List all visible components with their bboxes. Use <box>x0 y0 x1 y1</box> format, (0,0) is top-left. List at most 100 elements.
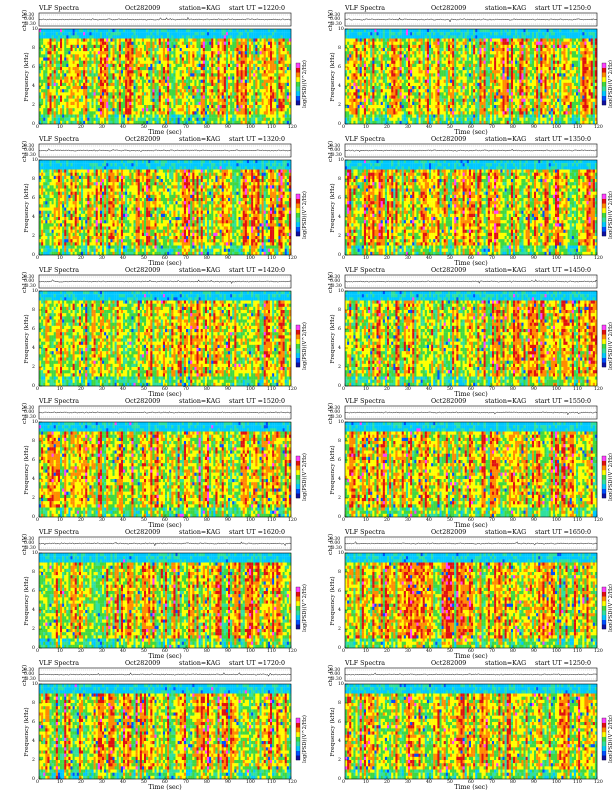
spectrogram-cell <box>368 105 371 109</box>
spectrogram-cell <box>405 41 409 45</box>
spectrogram-cell <box>188 29 191 33</box>
spectrogram-cell <box>280 120 283 125</box>
spectrogram-cell <box>359 101 362 106</box>
spectrogram-cell <box>41 48 44 52</box>
spectrogram-cell <box>91 76 94 80</box>
spectrogram-cell <box>366 108 369 112</box>
spectrogram-cell <box>420 95 423 99</box>
spectrogram-cell <box>393 114 396 118</box>
spectrogram-cell <box>123 105 126 109</box>
spectrogram-cell <box>433 57 436 61</box>
spectrogram-cell <box>165 63 168 68</box>
spectrogram-cell <box>422 38 425 42</box>
spectrogram-cell <box>198 101 201 106</box>
spectrogram-cell <box>345 82 348 87</box>
spectrogram-cell <box>198 57 201 61</box>
spectrogram-cell <box>236 89 239 93</box>
spectrogram-cell <box>261 60 264 64</box>
spectrogram-cell <box>179 79 182 83</box>
spectrogram-cell <box>93 29 96 33</box>
spectrogram-cell <box>435 92 438 96</box>
spectrogram-cell <box>366 76 369 80</box>
spectrogram-cell <box>158 67 161 71</box>
spectrogram-cell <box>152 38 155 42</box>
spectrogram-cell <box>68 82 71 87</box>
spectrogram-cell <box>93 82 96 87</box>
spectrogram-cell <box>387 101 390 106</box>
spectrogram-cell <box>70 120 73 125</box>
spectrogram-cell <box>152 108 155 112</box>
spectrogram-cell <box>397 95 400 99</box>
spectrogram-cell <box>93 117 96 121</box>
spectrogram-cell <box>49 73 52 77</box>
spectrogram-cell <box>284 114 287 118</box>
spectrogram-cell <box>120 63 124 68</box>
spectrogram-cell <box>47 92 50 96</box>
spectrogram-cell <box>284 98 287 102</box>
spectrogram-cell <box>76 73 80 77</box>
spectrogram-cell <box>116 35 119 39</box>
spectrogram-cell <box>265 63 269 68</box>
spectrogram-cell <box>89 98 92 102</box>
spectrogram-cell <box>49 79 52 83</box>
spectrogram-cell <box>405 67 409 71</box>
spectrogram-cell <box>244 63 248 68</box>
spectrogram-cell <box>408 73 411 77</box>
spectrogram-cell <box>359 54 362 58</box>
spectrogram-cell <box>154 89 157 93</box>
spectrogram-cell <box>139 89 143 93</box>
spectrogram-cell <box>359 29 362 33</box>
spectrogram-cell <box>177 95 180 99</box>
spectrogram-cell <box>200 114 203 118</box>
spectrogram-cell <box>137 117 140 121</box>
spectrogram-cell <box>249 35 252 39</box>
spectrogram-cell <box>87 114 90 118</box>
spectrogram-cell <box>368 35 371 39</box>
spectrogram-cell <box>196 70 199 74</box>
spectrogram-cell <box>133 98 136 102</box>
spectrogram-cell <box>351 105 354 109</box>
spectrogram-cell <box>225 82 229 87</box>
spectrogram-cell <box>265 79 269 83</box>
spectrogram-cell <box>414 63 417 68</box>
spectrogram-cell <box>370 32 373 36</box>
spectrogram-cell <box>85 67 88 71</box>
spectrogram-cell <box>108 51 111 55</box>
spectrogram-cell <box>158 54 161 58</box>
spectrogram-cell <box>414 70 417 74</box>
spectrogram-cell <box>412 82 415 87</box>
spectrogram-cell <box>261 54 264 58</box>
spectrogram-cell <box>133 35 136 39</box>
spectrogram-cell <box>47 108 50 112</box>
spectrogram-cell <box>366 120 369 125</box>
time-tick-label: 80 <box>204 125 210 130</box>
spectrogram-cell <box>380 101 383 106</box>
spectrogram-cell <box>265 54 269 58</box>
spectrogram-cell <box>280 60 283 64</box>
spectrogram-cell <box>87 63 90 68</box>
spectrogram-cell <box>133 105 136 109</box>
spectrogram-cell <box>148 114 151 118</box>
spectrogram-cell <box>209 98 212 102</box>
spectrogram-cell <box>120 89 124 93</box>
spectrogram-cell <box>144 82 147 87</box>
spectrogram-cell <box>102 51 105 55</box>
spectrogram-cell <box>146 111 149 115</box>
spectrogram-cell <box>232 79 235 83</box>
spectrogram-cell <box>85 35 88 39</box>
spectrogram-cell <box>418 44 421 49</box>
spectrogram-cell <box>154 35 157 39</box>
spectrogram-cell <box>114 32 117 36</box>
spectrogram-cell <box>89 41 92 45</box>
spectrogram-cell <box>70 89 73 93</box>
spectrogram-cell <box>420 48 423 52</box>
spectrogram-cell <box>198 60 201 64</box>
spectrogram-cell <box>240 29 243 33</box>
spectrogram-cell <box>167 44 170 49</box>
spectrogram-cell <box>53 63 56 68</box>
spectrogram-cell <box>104 105 107 109</box>
spectrogram-cell <box>198 108 201 112</box>
spectrogram-cell <box>387 89 390 93</box>
spectrogram-cell <box>51 111 54 115</box>
spectrogram-cell <box>361 63 365 68</box>
